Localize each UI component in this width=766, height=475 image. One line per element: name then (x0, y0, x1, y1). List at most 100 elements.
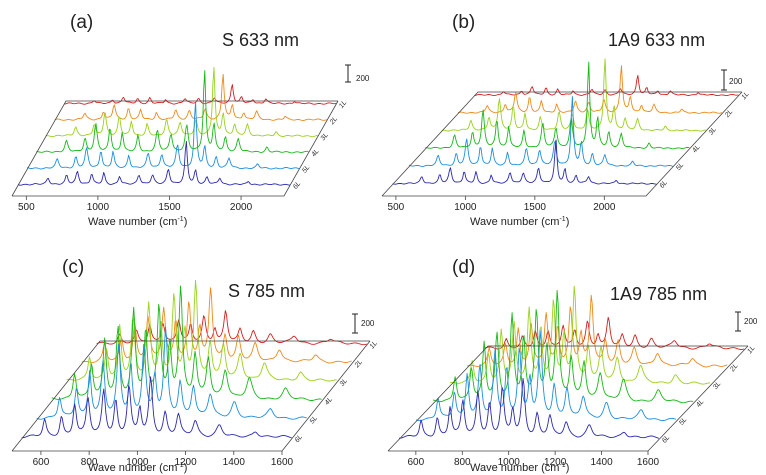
spectrum-4L (51, 285, 322, 401)
x-tick-label: 1200 (174, 457, 197, 468)
panel-letter: (b) (452, 12, 475, 33)
x-tick-label: 1200 (544, 457, 567, 468)
panel-b: (b) 1A9 633 nm Wave number (cm-1) 200 50… (381, 12, 751, 228)
x-tick-label: 800 (454, 457, 471, 468)
spectrum-2L (54, 73, 327, 121)
spectrum-1L (63, 84, 337, 105)
x-tick-label: 600 (408, 457, 425, 468)
scale-bar: 200 (352, 313, 375, 334)
layer-label: 3L (712, 380, 722, 391)
x-tick-label: 2000 (230, 202, 253, 213)
spectrum-6L (21, 376, 292, 439)
x-axis-label: Wave number (cm-1) (88, 462, 187, 474)
layer-label: 1L (746, 345, 756, 356)
spectrum-5L (408, 96, 674, 167)
x-tick-label: 1500 (158, 202, 181, 213)
spectrum-2L (81, 287, 352, 364)
spectrum-5L (36, 326, 307, 420)
scale-bar: 200 (735, 311, 758, 332)
layer-label: 2L (729, 363, 740, 374)
axis-frame-lines (381, 91, 743, 197)
scale-bar-label: 200 (744, 317, 758, 326)
spectrum-2L (467, 294, 728, 368)
layer-label: 4L (324, 396, 334, 407)
axis-frame (387, 345, 749, 452)
layer-label: 6L (659, 179, 669, 190)
spectrum-4L (433, 290, 694, 404)
axis-frame-lines (11, 100, 339, 197)
layer-label: 5L (309, 415, 319, 426)
spectrum-3L (441, 58, 706, 132)
axis-frame-lines (387, 345, 749, 452)
x-ticks: 500 1000 1500 2000 (388, 196, 616, 213)
layer-label: 6L (661, 434, 671, 445)
axis-frame (11, 100, 339, 197)
spectrum-6L (399, 377, 660, 439)
layer-label: 3L (339, 377, 349, 388)
layer-label: 5L (301, 164, 311, 175)
panel-letter: (a) (70, 12, 93, 33)
layer-label: 3L (708, 126, 718, 137)
scale-bar: 200 (345, 64, 370, 83)
spectrum-1L (96, 310, 367, 346)
spectrum-1L (484, 316, 745, 350)
spectrum-4L (36, 70, 309, 154)
x-tick-label: 1000 (498, 457, 521, 468)
panel-a: (a) S 633 nm Wave number (cm-1) 200 500 1… (11, 12, 370, 228)
x-axis-label: Wave number (cm-1) (470, 216, 569, 228)
x-axis-label: Wave number (cm-1) (88, 216, 187, 228)
x-ticks: 500 1000 1500 2000 (18, 196, 253, 213)
x-tick-label: 1400 (590, 457, 613, 468)
layer-label: 2L (353, 359, 364, 370)
panel-d: (d) 1A9 785 nm Wave number (cm-1) 200 60… (387, 257, 758, 474)
x-tick-label: 2000 (593, 202, 616, 213)
spectrum-3L (66, 279, 337, 382)
spectrum-3L (45, 67, 318, 138)
spectrum-5L (27, 101, 300, 170)
scale-bar: 200 (721, 69, 743, 91)
spectrum-5L (415, 329, 677, 422)
scale-bar-label: 200 (356, 74, 370, 83)
x-tick-label: 1500 (524, 202, 547, 213)
x-ticks: 600 800 1000 1200 1400 1600 (33, 451, 294, 468)
layer-label: 5L (678, 416, 688, 427)
layer-label: 2L (328, 115, 339, 126)
spectrum-4L (425, 61, 690, 150)
x-tick-label: 600 (33, 457, 50, 468)
panel-title: S 785 nm (228, 281, 305, 301)
x-tick-label: 1000 (454, 202, 477, 213)
x-tick-label: 1000 (87, 202, 110, 213)
layer-label: 6L (292, 180, 302, 191)
x-axis-label: Wave number (cm-1) (470, 462, 569, 474)
layer-label: 3L (320, 132, 330, 143)
spectrum-6L (392, 139, 657, 185)
layer-label: 4L (310, 148, 320, 159)
spectra-group (21, 279, 367, 439)
layer-label: 4L (691, 144, 701, 155)
x-tick-label: 500 (388, 202, 405, 213)
x-ticks: 600 800 1000 1200 1400 1600 (408, 451, 660, 468)
panel-letter: (d) (452, 257, 475, 278)
spectra-group (392, 58, 739, 185)
panel-title: 1A9 633 nm (608, 30, 705, 50)
layer-label: 2L (723, 108, 734, 119)
panel-letter: (c) (62, 257, 84, 278)
layer-label: 1L (369, 340, 379, 351)
spectra-group (17, 67, 337, 186)
scale-bar-label: 200 (729, 77, 743, 86)
x-tick-label: 1000 (126, 457, 149, 468)
panel-title: S 633 nm (222, 30, 299, 50)
axis-frame (381, 91, 743, 197)
layer-label: 1L (338, 99, 348, 110)
spectra-group (399, 285, 745, 439)
layer-label: 5L (675, 162, 685, 173)
x-tick-label: 1600 (637, 457, 660, 468)
x-tick-label: 1400 (223, 457, 246, 468)
spectrum-6L (17, 140, 290, 186)
scale-bar-label: 200 (361, 319, 375, 328)
